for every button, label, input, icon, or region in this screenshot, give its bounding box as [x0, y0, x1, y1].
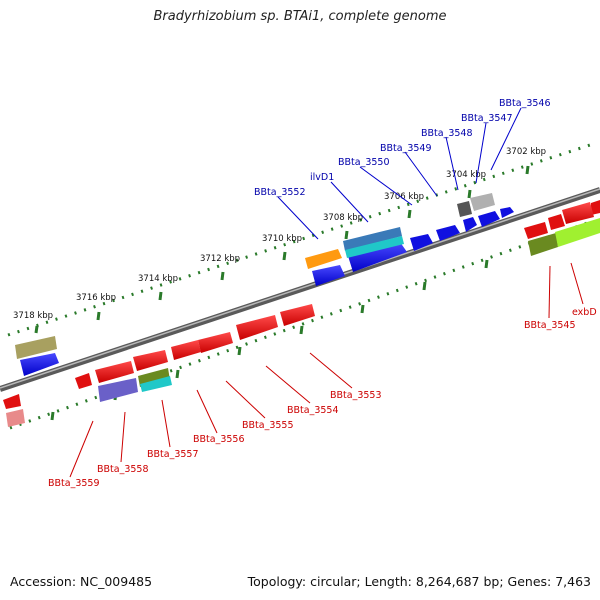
gene-label: BBta_3554 [287, 405, 339, 416]
gene-feature[interactable] [436, 225, 460, 241]
gene-feature[interactable] [280, 304, 315, 326]
gene-label: BBta_3559 [48, 478, 100, 489]
gene-feature[interactable] [348, 242, 407, 272]
gene-feature[interactable] [548, 214, 565, 230]
gene-feature[interactable] [457, 201, 472, 217]
gene-label: BBta_3558 [97, 464, 149, 475]
gene-label: BBta_3546 [499, 98, 551, 109]
gene-feature[interactable] [524, 222, 548, 239]
gene-feature[interactable] [75, 373, 92, 389]
gene-feature[interactable] [198, 332, 233, 353]
gene-feature[interactable] [133, 350, 168, 371]
kbp-label: 3706 kbp [384, 192, 424, 202]
bottom-leader-lines [69, 262, 584, 478]
gene-feature[interactable] [343, 227, 402, 251]
reverse-strand-genes [3, 200, 600, 427]
gene-label: BBta_3553 [330, 390, 382, 401]
top-leader-lines [277, 107, 522, 240]
gene-feature[interactable] [345, 236, 404, 258]
gene-feature[interactable] [312, 265, 345, 286]
gene-feature[interactable] [305, 249, 342, 269]
forward-strand-genes [15, 193, 514, 376]
accession-text: Accession: NC_009485 [10, 574, 153, 589]
gene-feature[interactable] [500, 207, 514, 218]
gene-feature[interactable] [15, 336, 57, 359]
topology-text: Topology: circular; Length: 8,264,687 bp… [247, 574, 591, 589]
outer-scale-track [7, 143, 591, 337]
gene-label: ilvD1 [310, 172, 334, 183]
gene-feature[interactable] [562, 202, 594, 224]
kbp-label: 3712 kbp [200, 254, 240, 264]
gene-feature[interactable] [470, 193, 495, 211]
gene-label: BBta_3556 [193, 434, 245, 445]
gene-label: BBta_3547 [461, 113, 513, 124]
outer-major-ticks [34, 165, 530, 334]
kbp-label: 3704 kbp [446, 170, 486, 180]
gene-feature[interactable] [591, 200, 600, 215]
gene-label: BBta_3550 [338, 157, 390, 168]
kbp-label: 3714 kbp [138, 274, 178, 284]
gene-feature[interactable] [3, 394, 21, 409]
gene-feature[interactable] [20, 353, 59, 376]
gene-feature[interactable] [138, 368, 170, 387]
gene-feature[interactable] [140, 376, 172, 392]
gene-feature[interactable] [171, 340, 201, 360]
gene-feature[interactable] [98, 378, 138, 402]
gene-label: BBta_3555 [242, 420, 294, 431]
gene-feature[interactable] [410, 234, 433, 251]
gene-feature[interactable] [463, 217, 477, 232]
gene-label: BBta_3549 [380, 143, 432, 154]
gene-feature[interactable] [6, 409, 25, 427]
gene-feature[interactable] [528, 233, 558, 256]
genome-title: Bradyrhizobium sp. BTAi1, complete genom… [153, 9, 447, 24]
genome-backbone [0, 187, 600, 392]
gene-label: BBta_3545 [524, 320, 576, 331]
gene-label: BBta_3548 [421, 128, 473, 139]
kbp-label: 3716 kbp [76, 293, 116, 303]
inner-scale-track [9, 220, 591, 430]
gene-label: BBta_3557 [147, 449, 199, 460]
gene-feature[interactable] [95, 361, 134, 383]
gene-feature[interactable] [555, 218, 600, 247]
gene-feature[interactable] [478, 211, 500, 227]
kbp-label: 3708 kbp [323, 213, 363, 223]
kbp-label: 3702 kbp [506, 147, 546, 157]
gene-feature[interactable] [236, 315, 278, 340]
gene-label: exbD [572, 307, 597, 318]
kbp-label: 3718 kbp [13, 311, 53, 321]
kbp-label: 3710 kbp [262, 234, 302, 244]
gene-label: BBta_3552 [254, 187, 306, 198]
